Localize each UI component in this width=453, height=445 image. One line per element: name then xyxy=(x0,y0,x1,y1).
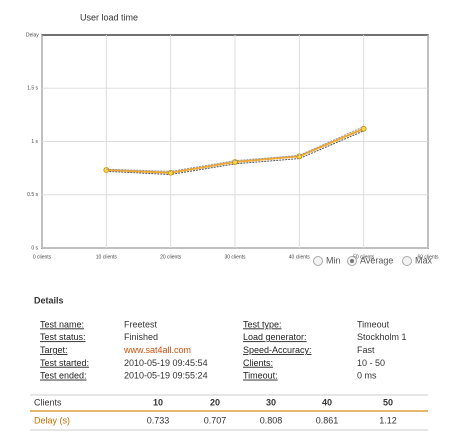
legend-label[interactable]: Min xyxy=(326,255,341,265)
legend-label[interactable]: Max xyxy=(415,255,433,265)
field-value[interactable]: www.sat4all.com xyxy=(123,345,191,355)
table-cell: 0.707 xyxy=(204,415,227,425)
field-value: Finished xyxy=(124,332,158,342)
details-title: Details xyxy=(34,295,64,305)
field-label: Speed-Accuracy: xyxy=(243,345,312,355)
legend-item[interactable]: Max xyxy=(402,255,433,266)
field-value: Timeout xyxy=(357,319,390,329)
field-label: Clients: xyxy=(243,358,273,368)
x-tick-label: 40 clients xyxy=(289,254,311,260)
x-tick-label: 60 clients xyxy=(417,254,439,260)
x-tick-label: 0 clients xyxy=(33,254,52,260)
table-header: 50 xyxy=(383,397,393,407)
series-line xyxy=(106,126,364,172)
legend-item[interactable]: Min xyxy=(313,255,341,266)
field-label: Target: xyxy=(40,345,68,355)
field-value: Fast xyxy=(357,345,375,355)
x-tick-label: 20 clients xyxy=(160,254,182,260)
table-cell: 1.12 xyxy=(379,415,397,425)
table-cell: 0.808 xyxy=(260,415,283,425)
table-cell: 0.861 xyxy=(316,415,339,425)
data-point xyxy=(103,167,110,173)
y-tick-label: 1 s xyxy=(31,139,38,145)
details: Test name: Freetest Test status: Finished Ta… xyxy=(40,319,407,380)
field-value: 10 - 50 xyxy=(357,358,385,368)
x-tick-label: 50 clients xyxy=(353,254,375,260)
field-label: Test name: xyxy=(40,319,84,329)
field-value: Freetest xyxy=(124,319,158,329)
field-label: Test type: xyxy=(243,319,282,329)
y-axis-label: Delay xyxy=(26,32,39,38)
table-cell: Delay (s) xyxy=(34,415,70,425)
table-cell: 0.733 xyxy=(147,415,170,425)
x-tick-label: 30 clients xyxy=(224,254,246,260)
table-header: 40 xyxy=(322,397,332,407)
chart-title: User load time xyxy=(80,12,138,22)
field-label: Test started: xyxy=(40,358,89,368)
legend-radio[interactable] xyxy=(313,256,323,266)
field-value: Stockholm 1 xyxy=(357,332,407,342)
legend-item[interactable]: Average xyxy=(347,255,394,266)
y-tick-label: 1.5 s xyxy=(27,86,38,92)
field-label: Load generator: xyxy=(243,332,307,342)
table-header: 10 xyxy=(153,397,163,407)
x-tick-label: 10 clients xyxy=(96,254,118,260)
field-label: Test ended: xyxy=(40,371,87,381)
table-header: 30 xyxy=(266,397,276,407)
legend-radio[interactable] xyxy=(402,256,412,266)
field-value: 0 ms xyxy=(357,371,377,381)
field-label: Test status: xyxy=(40,332,86,342)
field-label: Timeout: xyxy=(243,371,278,381)
y-tick-label: 0 s xyxy=(31,245,38,251)
field-value: 2010-05-19 09:55:24 xyxy=(124,371,208,381)
legend-label[interactable]: Average xyxy=(360,255,393,265)
table-header: Clients xyxy=(34,397,62,407)
y-tick-label: 0.5 s xyxy=(27,192,38,198)
field-value: 2010-05-19 09:45:54 xyxy=(124,358,208,368)
table-header: 20 xyxy=(210,397,220,407)
legend-radio-dot xyxy=(350,259,354,263)
plot: 0 s 0.5 s 1 s 1.5 s 0 clients 10 clients 20 cl… xyxy=(27,34,439,266)
table: Clients 10 20 30 40 50 Delay (s) 0.733 0.707 0.80… xyxy=(34,397,397,425)
data-point xyxy=(360,125,367,132)
